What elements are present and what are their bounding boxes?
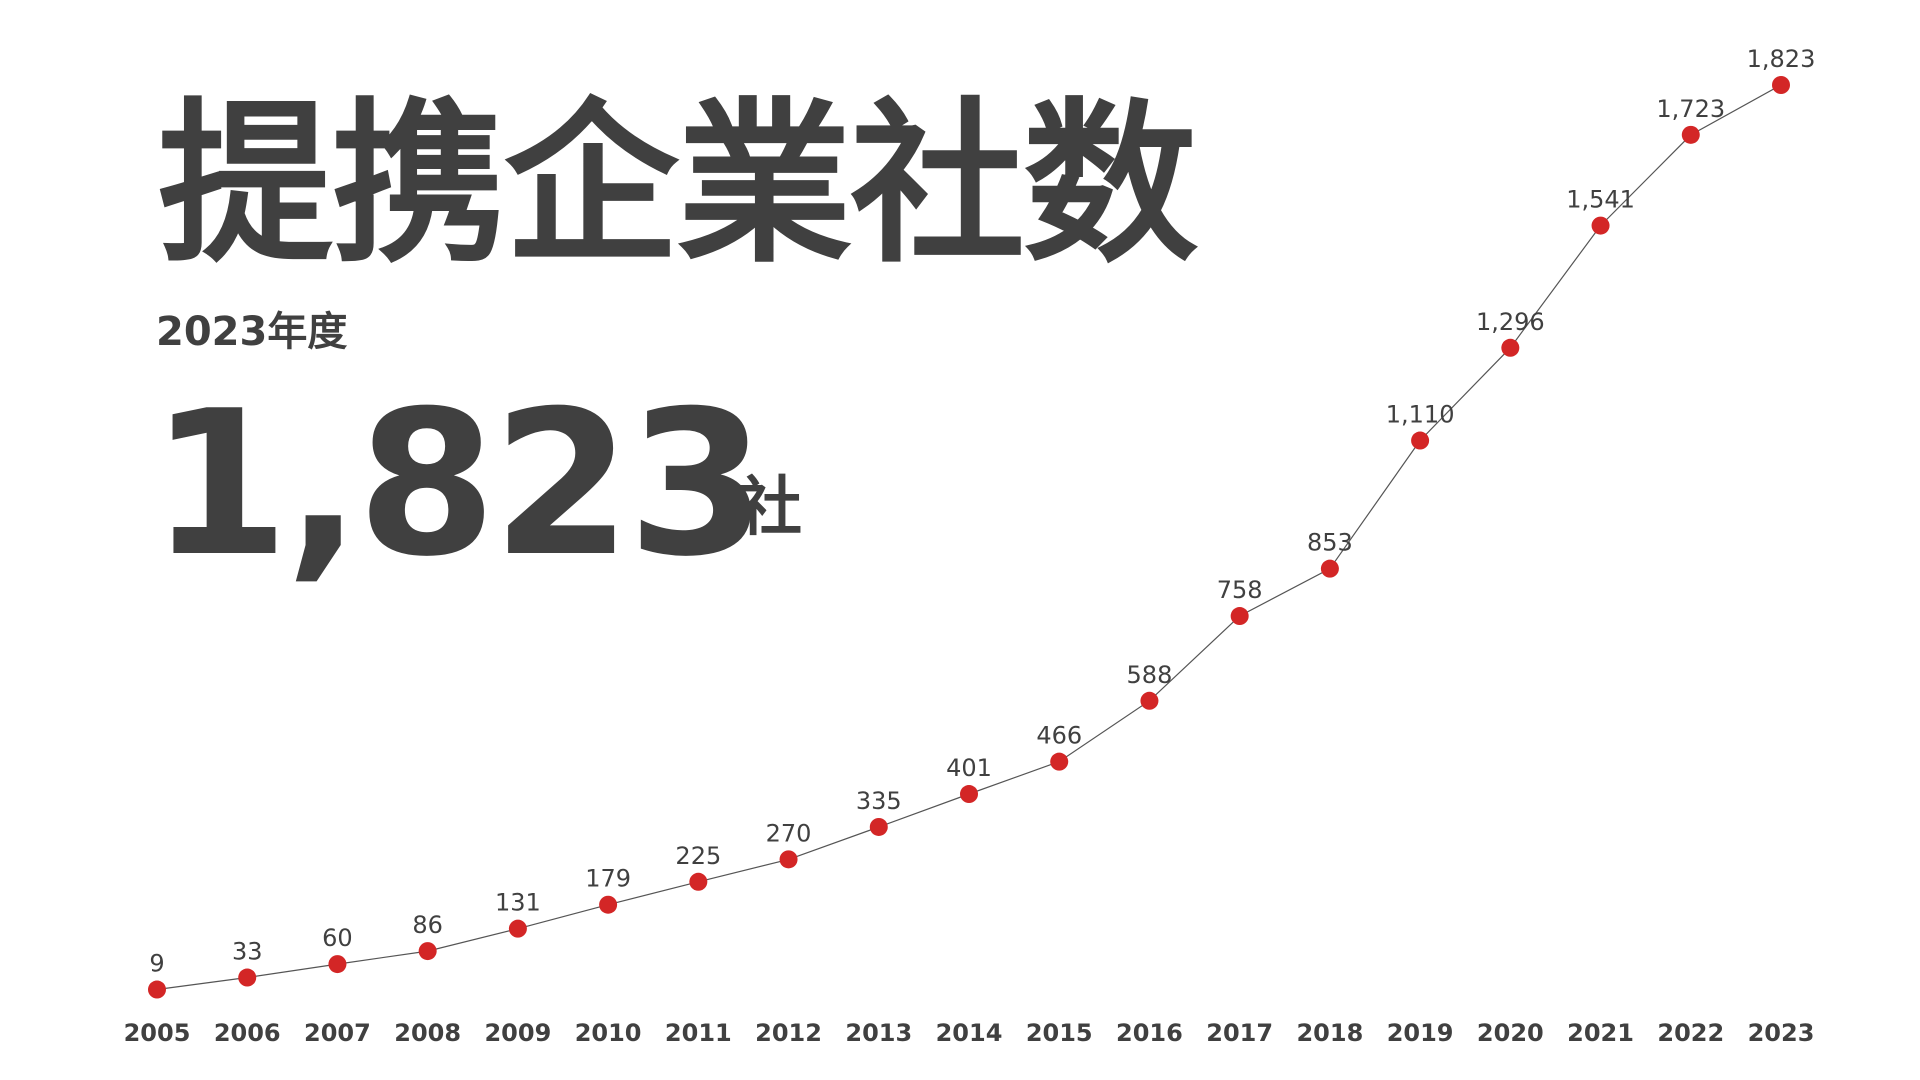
x-tick-label-2012: 2012 [755, 1019, 822, 1047]
data-label-2021: 1,541 [1566, 186, 1635, 214]
data-point-2006 [238, 968, 257, 987]
x-tick-label-2017: 2017 [1206, 1019, 1273, 1047]
x-tick-label-2019: 2019 [1387, 1019, 1454, 1047]
x-tick-label-2007: 2007 [304, 1019, 371, 1047]
data-point-2010 [599, 895, 618, 914]
data-label-2017: 758 [1217, 576, 1263, 604]
data-label-2006: 33 [232, 938, 263, 966]
data-label-2015: 466 [1036, 722, 1082, 750]
period-label: 2023年度 [156, 309, 348, 355]
data-label-2022: 1,723 [1656, 95, 1725, 123]
x-tick-label-2021: 2021 [1567, 1019, 1634, 1047]
x-tick-label-2011: 2011 [665, 1019, 732, 1047]
data-label-2010: 179 [585, 865, 631, 893]
data-point-2008 [418, 942, 437, 961]
data-point-2014 [960, 785, 978, 804]
data-label-2011: 225 [675, 842, 721, 870]
x-tick-label-2010: 2010 [575, 1019, 642, 1047]
data-point-2011 [689, 872, 708, 891]
x-tick-label-2018: 2018 [1296, 1019, 1363, 1047]
data-label-2007: 60 [322, 924, 353, 952]
data-label-2023: 1,823 [1747, 45, 1816, 73]
data-point-2018 [1320, 559, 1339, 578]
data-label-2016: 588 [1127, 661, 1173, 689]
x-tick-label-2016: 2016 [1116, 1019, 1183, 1047]
data-point-2022 [1681, 125, 1700, 144]
x-tick-label-2005: 2005 [124, 1019, 191, 1047]
data-point-2009 [508, 919, 527, 938]
highlight-value: 1,823 [150, 368, 767, 601]
data-point-2017 [1230, 607, 1249, 626]
x-tick-label-2006: 2006 [214, 1019, 281, 1047]
series-line [156, 84, 1782, 991]
x-tick-label-2020: 2020 [1477, 1019, 1544, 1047]
highlight-unit: 社 [738, 471, 802, 545]
x-tick-label-2009: 2009 [484, 1019, 551, 1047]
page-title: 提携企業社数 [158, 84, 1198, 287]
data-label-2013: 335 [856, 787, 902, 815]
data-point-2023 [1772, 76, 1790, 94]
data-label-2019: 1,110 [1386, 401, 1455, 429]
x-tick-label-2022: 2022 [1657, 1019, 1724, 1047]
data-point-2013 [869, 817, 888, 836]
data-point-2016 [1140, 691, 1159, 710]
data-point-2007 [328, 955, 347, 974]
x-tick-label-2008: 2008 [394, 1019, 461, 1047]
data-label-2008: 86 [412, 911, 443, 939]
data-label-2009: 131 [495, 889, 541, 917]
data-point-2020 [1501, 338, 1520, 357]
data-point-2021 [1591, 216, 1610, 235]
data-label-2005: 9 [149, 950, 164, 978]
data-point-2012 [779, 850, 798, 869]
x-tick-label-2015: 2015 [1026, 1019, 1093, 1047]
data-label-2014: 401 [946, 754, 992, 782]
data-point-2015 [1050, 752, 1069, 771]
data-point-2019 [1411, 431, 1430, 450]
x-tick-label-2023: 2023 [1748, 1019, 1815, 1047]
x-tick-label-2014: 2014 [936, 1019, 1003, 1047]
data-point-2005 [148, 980, 166, 999]
x-tick-label-2013: 2013 [845, 1019, 912, 1047]
data-label-2012: 270 [766, 819, 812, 847]
data-label-2020: 1,296 [1476, 308, 1545, 336]
data-label-2018: 853 [1307, 529, 1353, 557]
